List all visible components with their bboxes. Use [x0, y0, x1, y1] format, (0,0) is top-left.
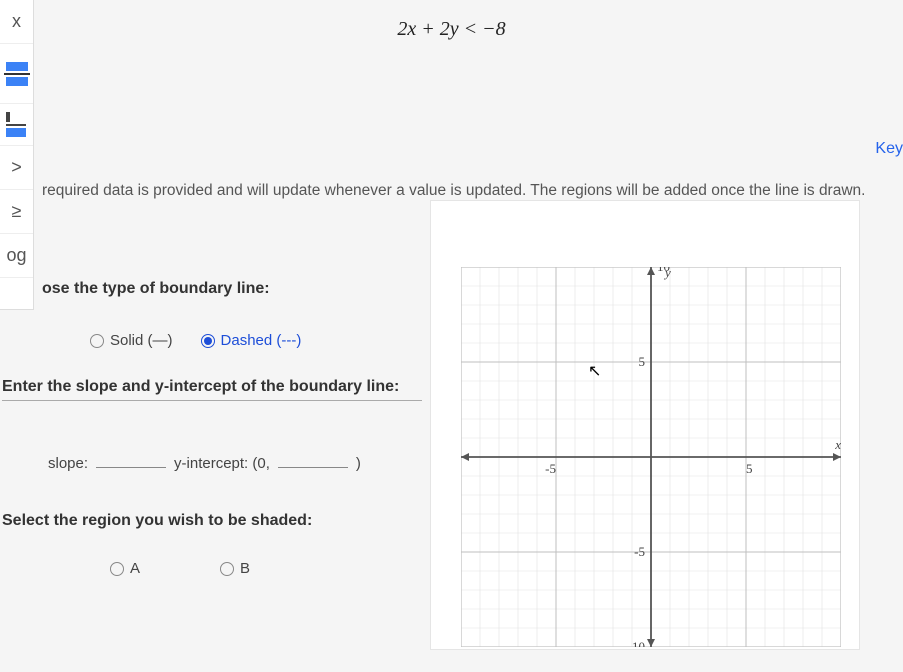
- svg-text:x: x: [834, 437, 841, 452]
- radio-icon: [201, 334, 215, 348]
- radio-label: A: [130, 560, 140, 577]
- tool-greater-equal[interactable]: ≥: [0, 190, 33, 234]
- yintercept-close-paren: ): [356, 455, 361, 472]
- slope-label: slope:: [48, 455, 88, 472]
- radio-label: Dashed (---): [221, 332, 302, 349]
- info-text: required data is provided and will updat…: [42, 182, 865, 200]
- radio-icon: [110, 562, 124, 576]
- radio-label: Solid (—): [110, 332, 173, 349]
- inequality-equation: 2x + 2y < −8: [0, 18, 903, 41]
- boundary-solid-radio[interactable]: Solid (—): [90, 332, 173, 349]
- svg-text:-10: -10: [628, 639, 645, 647]
- tool-log[interactable]: og: [0, 234, 33, 278]
- yintercept-label: y-intercept: (0,: [174, 455, 270, 472]
- radio-icon: [220, 562, 234, 576]
- region-a-radio[interactable]: A: [110, 560, 140, 577]
- slope-input[interactable]: [96, 450, 166, 468]
- slope-intercept-prompt: Enter the slope and y-intercept of the b…: [2, 378, 422, 401]
- slope-intercept-row: slope: y-intercept: (0, ): [48, 450, 361, 472]
- radio-label: B: [240, 560, 250, 577]
- svg-text:-5: -5: [545, 461, 556, 476]
- boundary-radio-group: Solid (—) Dashed (---): [90, 332, 301, 349]
- graph-panel: -10-5510105-5-10yx ↖: [430, 200, 860, 650]
- tool-greater-than[interactable]: >: [0, 146, 33, 190]
- tool-fraction-icon[interactable]: [0, 44, 33, 104]
- tool-sidebar: x > ≥ og: [0, 0, 34, 310]
- svg-text:y: y: [663, 267, 671, 280]
- region-radio-group: A B: [110, 560, 250, 577]
- tool-mixed-fraction-icon[interactable]: [0, 104, 33, 146]
- boundary-type-prompt: ose the type of boundary line:: [42, 280, 270, 298]
- yintercept-input[interactable]: [278, 450, 348, 468]
- svg-text:5: 5: [639, 354, 646, 369]
- key-link[interactable]: Key: [875, 140, 903, 158]
- region-prompt: Select the region you wish to be shaded:: [2, 512, 312, 530]
- svg-text:5: 5: [746, 461, 753, 476]
- coordinate-grid[interactable]: -10-5510105-5-10yx: [461, 267, 841, 647]
- boundary-dashed-radio[interactable]: Dashed (---): [201, 332, 302, 349]
- region-b-radio[interactable]: B: [220, 560, 250, 577]
- radio-icon: [90, 334, 104, 348]
- svg-text:-5: -5: [634, 544, 645, 559]
